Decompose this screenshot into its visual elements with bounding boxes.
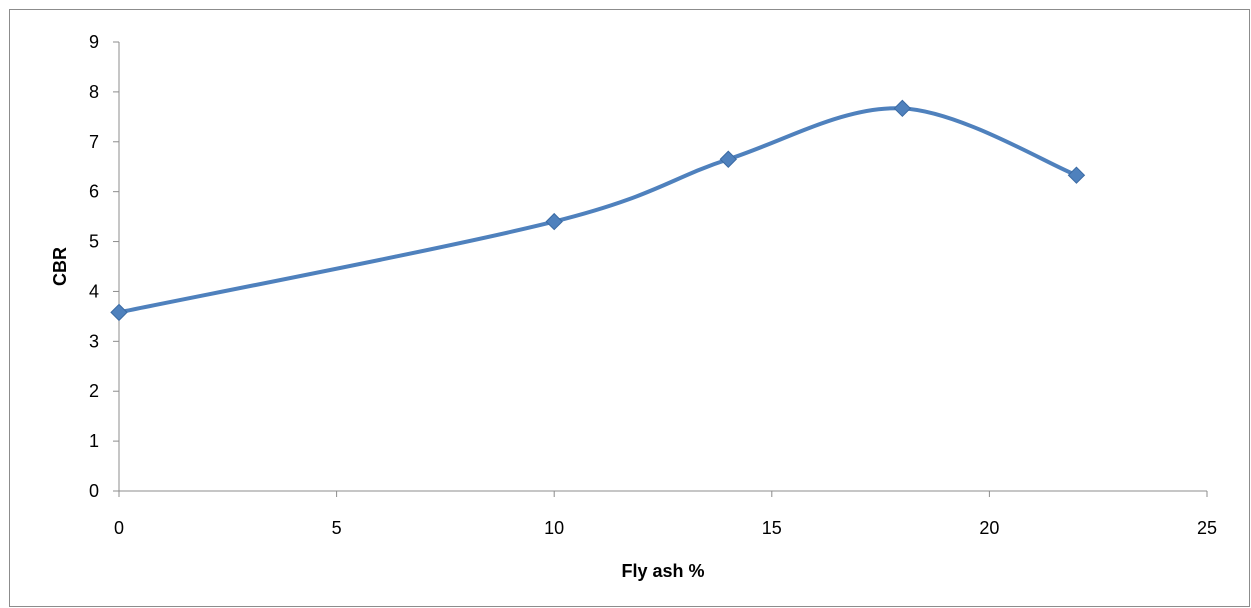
y-tick-label: 2: [89, 381, 99, 401]
y-tick-label: 5: [89, 232, 99, 252]
x-tick-label: 0: [114, 518, 124, 538]
y-axis-ticks: 0 1 2 3 4 5 6 7 8 9: [89, 32, 119, 501]
data-point-marker: [719, 150, 737, 168]
x-tick-label: 5: [332, 518, 342, 538]
data-point-marker: [110, 303, 128, 322]
y-tick-label: 8: [89, 82, 99, 102]
y-tick-label: 7: [89, 132, 99, 152]
data-point-marker: [1067, 166, 1086, 184]
data-point-marker: [545, 212, 563, 231]
y-tick-label: 3: [89, 331, 99, 351]
x-tick-label: 15: [762, 518, 782, 538]
series-line: [117, 106, 1079, 315]
series-layer: [110, 99, 1086, 322]
y-tick-label: 6: [89, 182, 99, 202]
x-tick-label: 25: [1197, 518, 1217, 538]
x-tick-label: 20: [979, 518, 999, 538]
y-tick-label: 1: [89, 431, 99, 451]
data-point-marker: [893, 99, 912, 118]
y-tick-label: 0: [89, 481, 99, 501]
chart-frame: [9, 9, 1250, 607]
y-tick-label: 4: [89, 281, 99, 301]
y-axis-title: CBR: [50, 247, 70, 286]
x-axis-ticks: 0 5 10 15 20 25: [114, 491, 1217, 538]
x-tick-label: 10: [544, 518, 564, 538]
x-axis-title: Fly ash %: [621, 561, 704, 581]
y-tick-label: 9: [89, 32, 99, 52]
